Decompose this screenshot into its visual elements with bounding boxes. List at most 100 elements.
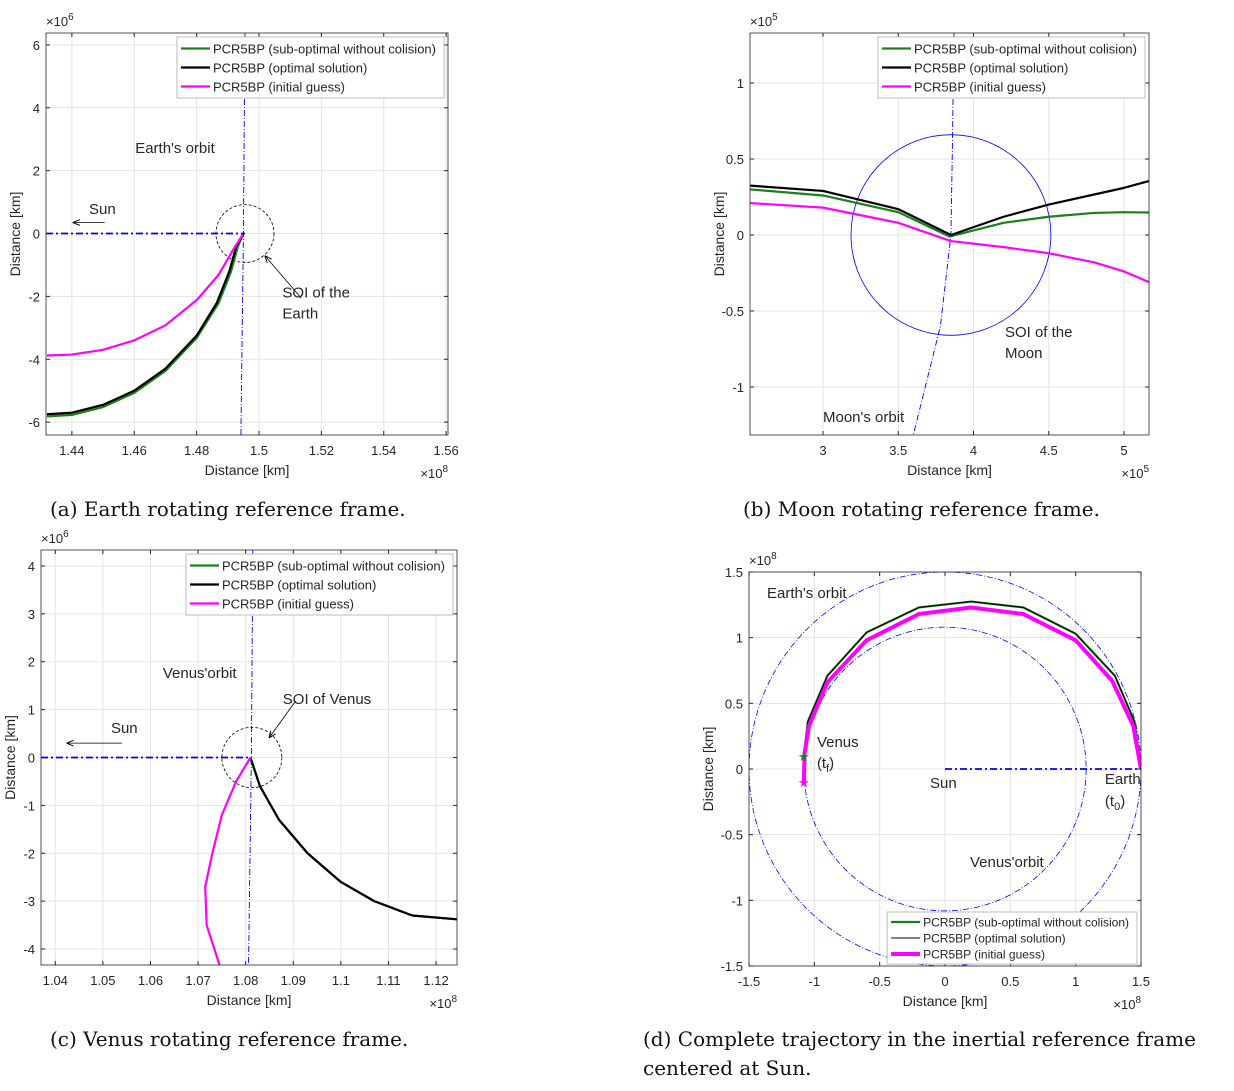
x-tick-label: 1.08 bbox=[233, 973, 258, 988]
annotation-label: SOI of the bbox=[282, 284, 350, 301]
x-tick-label: 3.5 bbox=[889, 443, 907, 458]
x-tick-label: 1.56 bbox=[433, 443, 458, 458]
y-tick-label: 2 bbox=[33, 164, 40, 179]
exponent-power: 5 bbox=[1143, 464, 1149, 475]
annotation-label: Earth bbox=[1105, 771, 1141, 788]
y-tick-label: 0 bbox=[33, 227, 40, 242]
x-tick-label: 4 bbox=[970, 443, 977, 458]
y-tick-label: 2 bbox=[28, 655, 35, 670]
exponent-base: ×10 bbox=[749, 553, 771, 568]
y-tick-label: -4 bbox=[23, 942, 35, 957]
annotation-label: (tf) bbox=[817, 755, 834, 775]
legend-entry-label: PCR5BP (optimal solution) bbox=[923, 931, 1066, 945]
orbit-line bbox=[248, 550, 254, 965]
x-tick-label: 1.06 bbox=[138, 973, 163, 988]
legend-entry-label: PCR5BP (sub-optimal without colision) bbox=[914, 41, 1137, 56]
caption-b: (b) Moon rotating reference frame. bbox=[743, 497, 1100, 521]
x-axis-label: Distance [km] bbox=[207, 992, 292, 1008]
annotation-label: Earth's orbit bbox=[767, 585, 847, 602]
trajectory-line bbox=[750, 179, 1149, 237]
legend-entry-label: PCR5BP (sub-optimal without colision) bbox=[222, 558, 445, 573]
x-tick-label: 1.5 bbox=[1132, 974, 1150, 989]
data-layer bbox=[41, 550, 457, 965]
exponent-base: ×10 bbox=[750, 14, 772, 29]
annotation-label: Sun bbox=[111, 720, 138, 737]
y-tick-label: -1 bbox=[732, 380, 744, 395]
annotation-label: (t0) bbox=[1105, 793, 1125, 813]
annotation-arrow bbox=[265, 256, 302, 299]
legend-entry-label: PCR5BP (optimal solution) bbox=[914, 60, 1068, 75]
y-axis-label: Distance [km] bbox=[700, 727, 716, 812]
annotation-suffix: ) bbox=[1120, 793, 1125, 810]
y-axis-label: Distance [km] bbox=[7, 192, 23, 277]
trajectory-line bbox=[46, 233, 245, 418]
annotation-label: Sun bbox=[930, 775, 957, 792]
y-exponent-label: ×108 bbox=[749, 551, 777, 568]
y-tick-label: 6 bbox=[33, 38, 40, 53]
exponent-base: ×10 bbox=[1121, 466, 1143, 481]
x-tick-label: 1.1 bbox=[332, 973, 350, 988]
exponent-base: ×10 bbox=[429, 996, 451, 1011]
x-tick-label: 1 bbox=[1072, 974, 1079, 989]
legend-entry-label: PCR5BP (initial guess) bbox=[914, 79, 1046, 94]
annotation-text: Earth's orbit bbox=[767, 585, 847, 602]
annotation-text: Sun bbox=[89, 201, 116, 218]
x-tick-label: 1.54 bbox=[371, 443, 396, 458]
y-tick-label: 1 bbox=[28, 703, 35, 718]
exponent-base: ×10 bbox=[420, 466, 442, 481]
x-tick-label: 1.04 bbox=[43, 973, 68, 988]
y-tick-label: -1 bbox=[23, 798, 35, 813]
y-tick-label: 3 bbox=[28, 607, 35, 622]
y-tick-label: 0 bbox=[28, 751, 35, 766]
exponent-base: ×10 bbox=[1113, 997, 1135, 1012]
star-marker: ★ bbox=[798, 749, 810, 764]
data-layer bbox=[750, 33, 1149, 435]
legend-box bbox=[176, 36, 445, 99]
data-layer bbox=[46, 33, 275, 435]
legend-entry-label: PCR5BP (initial guess) bbox=[923, 947, 1045, 961]
annotation-label: Earth bbox=[282, 305, 318, 322]
y-tick-label: 0.5 bbox=[725, 696, 743, 711]
annotation-text: Venus'orbit bbox=[163, 665, 238, 682]
y-tick-label: 4 bbox=[33, 101, 40, 116]
y-tick-label: -0.5 bbox=[722, 304, 744, 319]
x-tick-label: 1.05 bbox=[90, 973, 115, 988]
annotation-label: Venus'orbit bbox=[163, 665, 238, 682]
annotation-arrow bbox=[269, 700, 296, 737]
annotation-label: Venus bbox=[817, 734, 859, 751]
x-exponent-label: ×108 bbox=[429, 994, 457, 1011]
exponent-power: 8 bbox=[442, 464, 448, 475]
annotation-text: SOI of Venus bbox=[283, 691, 371, 708]
caption-d: (d) Complete trajectory in the inertial … bbox=[643, 1027, 1196, 1080]
annotation-label: Moon bbox=[1005, 345, 1043, 362]
y-tick-label: -1.5 bbox=[721, 959, 743, 974]
x-exponent-label: ×108 bbox=[420, 464, 448, 481]
y-exponent-label: ×106 bbox=[41, 529, 69, 546]
legend-entry-label: PCR5BP (sub-optimal without colision) bbox=[213, 41, 436, 56]
annotation-subscript: 0 bbox=[1114, 801, 1120, 813]
x-exponent-label: ×108 bbox=[1113, 995, 1141, 1012]
chart-panel-d: -1.5 -1 -0.5 0 0.5 1 1.5-1.5-1-0.500.511.5★★Ea… bbox=[700, 551, 1150, 1012]
caption-a: (a) Earth rotating reference frame. bbox=[50, 497, 406, 521]
x-tick-label: 1.09 bbox=[281, 973, 306, 988]
y-tick-label: 0.5 bbox=[726, 152, 744, 167]
annotation-text: Moon's orbit bbox=[823, 409, 905, 426]
y-tick-label: 1 bbox=[737, 76, 744, 91]
legend: PCR5BP (sub-optimal without colision) PCR… bbox=[877, 36, 1146, 99]
trajectory-line bbox=[249, 757, 457, 921]
legend: PCR5BP (sub-optimal without colision) PCR… bbox=[886, 911, 1138, 965]
y-tick-label: 0 bbox=[736, 762, 743, 777]
y-tick-label: -1 bbox=[731, 893, 743, 908]
x-tick-label: 1.11 bbox=[376, 973, 400, 988]
annotation-label: SOI of Venus bbox=[283, 691, 371, 708]
axes-box bbox=[40, 549, 458, 966]
exponent-base: ×10 bbox=[41, 531, 63, 546]
annotation-text: Sun bbox=[930, 775, 957, 792]
y-tick-label: -3 bbox=[23, 894, 35, 909]
x-axis-label: Distance [km] bbox=[903, 993, 988, 1009]
caption-c: (c) Venus rotating reference frame. bbox=[50, 1027, 409, 1051]
exponent-power: 8 bbox=[451, 994, 457, 1005]
star-marker: ★ bbox=[798, 775, 810, 790]
annotation-text: Moon bbox=[1005, 345, 1043, 362]
